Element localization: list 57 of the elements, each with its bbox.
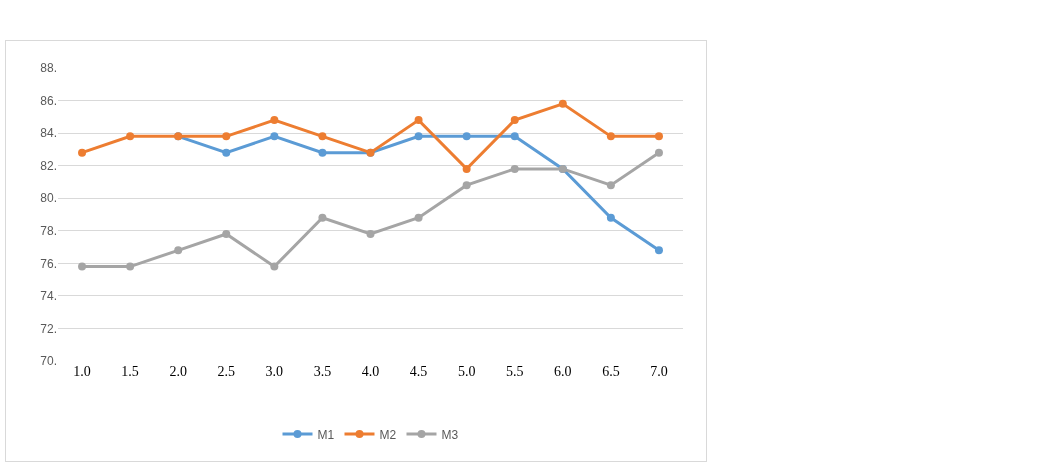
x-tick-label: 6.5 bbox=[602, 364, 620, 379]
point bbox=[78, 262, 87, 271]
x-tick-label: 7.0 bbox=[650, 364, 668, 379]
point bbox=[414, 116, 423, 125]
x-tick-label: 4.5 bbox=[409, 364, 428, 379]
point bbox=[222, 132, 231, 141]
point bbox=[270, 262, 279, 271]
point bbox=[222, 230, 231, 239]
point bbox=[654, 246, 663, 255]
y-tick-label: 70. bbox=[40, 354, 57, 369]
point bbox=[654, 148, 663, 157]
point bbox=[510, 116, 519, 125]
point bbox=[558, 99, 567, 108]
x-tick-label: 3.5 bbox=[313, 364, 332, 379]
y-tick-label: 84. bbox=[40, 126, 57, 141]
point bbox=[366, 230, 375, 239]
point bbox=[318, 213, 327, 222]
y-tick-label: 74. bbox=[40, 289, 57, 304]
x-tick-label: 5.0 bbox=[457, 364, 476, 379]
point bbox=[222, 148, 231, 157]
y-tick-label: 80. bbox=[40, 191, 57, 206]
point bbox=[126, 132, 135, 141]
x-tick-label: 3.0 bbox=[265, 364, 284, 379]
x-tick-label: 2.0 bbox=[169, 364, 187, 379]
point bbox=[318, 148, 327, 157]
y-tick-label: 72. bbox=[40, 321, 57, 336]
point bbox=[174, 246, 183, 255]
x-tick-label: 2.5 bbox=[217, 364, 236, 379]
point bbox=[606, 132, 615, 141]
x-tick-label: 1.0 bbox=[73, 364, 91, 379]
point bbox=[462, 181, 471, 190]
point bbox=[414, 213, 423, 222]
point bbox=[414, 132, 423, 141]
point bbox=[606, 181, 615, 190]
y-tick-label: 82. bbox=[40, 158, 57, 173]
x-tick-label: 1.5 bbox=[121, 364, 139, 379]
point bbox=[462, 164, 471, 173]
point bbox=[270, 132, 279, 141]
point bbox=[462, 132, 471, 141]
y-tick-label: 88. bbox=[40, 61, 57, 76]
x-tick-label: 5.5 bbox=[505, 364, 524, 379]
legend-label: M2 bbox=[379, 427, 397, 442]
point bbox=[654, 132, 663, 141]
point bbox=[606, 213, 615, 222]
point bbox=[510, 132, 519, 141]
point bbox=[126, 262, 135, 271]
y-tick-label: 86. bbox=[40, 93, 57, 108]
legend-label: M1 bbox=[317, 427, 335, 442]
point bbox=[270, 116, 279, 125]
x-tick-label: 4.0 bbox=[361, 364, 380, 379]
legend-label: M3 bbox=[441, 427, 459, 442]
y-tick-label: 78. bbox=[40, 223, 57, 238]
point bbox=[78, 148, 87, 157]
y-tick-label: 76. bbox=[40, 256, 57, 271]
point bbox=[510, 164, 519, 173]
point bbox=[318, 132, 327, 141]
x-tick-label: 6.0 bbox=[554, 364, 572, 379]
